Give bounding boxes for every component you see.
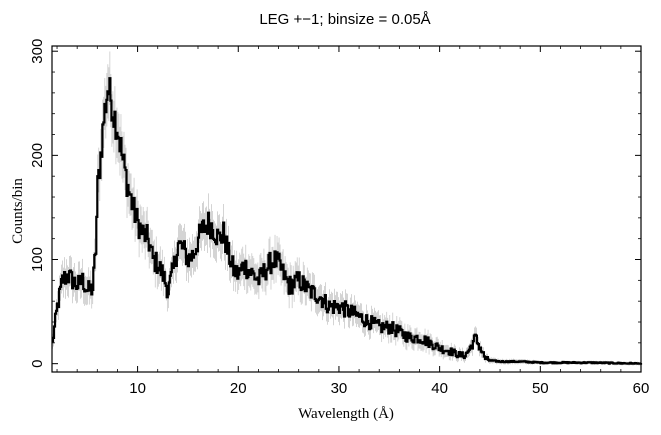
y-tick-label: 0 bbox=[29, 359, 46, 367]
x-tick-label: 60 bbox=[633, 380, 650, 397]
y-axis-label: Counts/bin bbox=[10, 178, 26, 244]
chart-title: LEG +−1; binsize = 0.05Å bbox=[259, 11, 430, 28]
x-axis-ticks: 10 20 30 40 50 60 bbox=[56, 46, 650, 397]
y-tick-label: 100 bbox=[29, 247, 46, 272]
y-axis-ticks: 0 100 200 300 bbox=[29, 39, 641, 368]
series-group bbox=[51, 77, 643, 365]
x-tick-label: 40 bbox=[431, 380, 448, 397]
y-tick-label: 200 bbox=[29, 143, 46, 168]
plot-frame bbox=[51, 45, 642, 373]
plot-area: 10 20 30 40 50 60 0 100 200 300 bbox=[29, 39, 649, 397]
error-bars bbox=[52, 51, 642, 366]
x-tick-label: 10 bbox=[129, 380, 146, 397]
x-axis-label: Wavelength (Å) bbox=[298, 406, 394, 422]
x-tick-label: 50 bbox=[532, 380, 549, 397]
y-tick-label: 300 bbox=[29, 39, 46, 64]
series-line bbox=[51, 77, 643, 365]
x-tick-label: 30 bbox=[331, 380, 348, 397]
x-tick-label: 20 bbox=[230, 380, 247, 397]
